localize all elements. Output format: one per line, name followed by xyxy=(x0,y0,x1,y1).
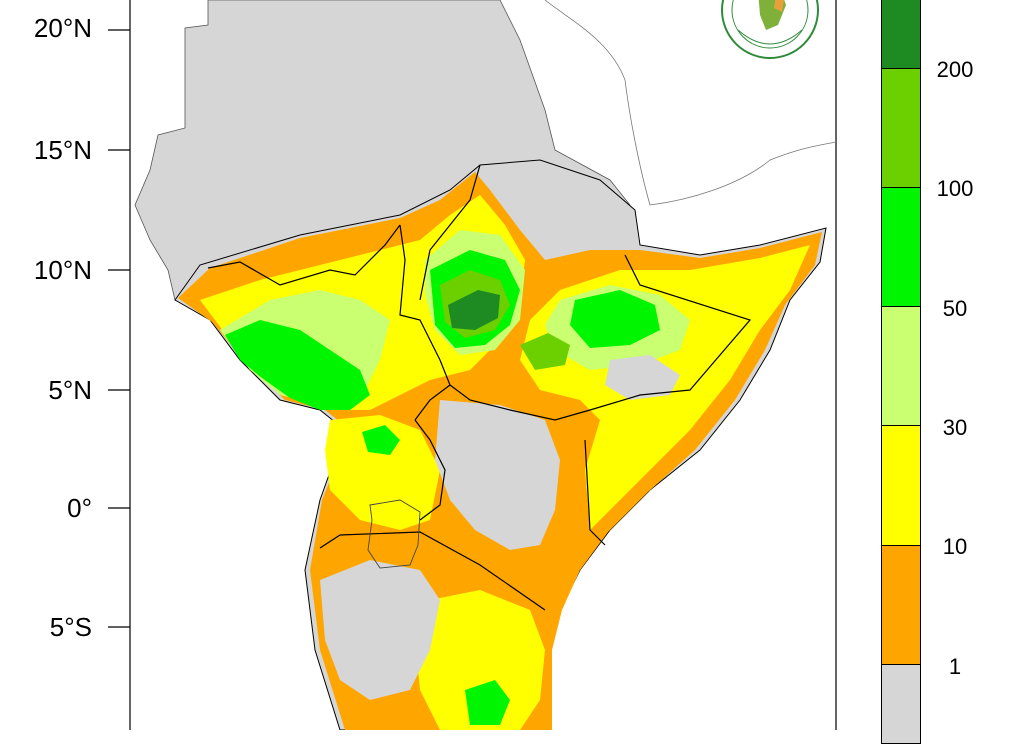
colorbar-label-30: 30 xyxy=(942,415,968,440)
dry-area-south xyxy=(320,560,440,700)
colorbar-label-100: 100 xyxy=(936,176,974,201)
rain-band-yellow-tanzania xyxy=(415,590,545,730)
rain-band-darkgreen xyxy=(448,290,500,330)
rain-band-green-east xyxy=(570,290,660,348)
colorbar-swatch-100-200 xyxy=(881,68,921,188)
colorbar-swatch-200-plus xyxy=(881,0,921,69)
arabia-outline xyxy=(544,0,837,206)
colorbar-label-10: 10 xyxy=(942,534,968,559)
colorbar-swatch-below-1 xyxy=(881,664,921,744)
colorbar-swatch-50-100 xyxy=(881,187,921,307)
colorbar-swatch-1-10 xyxy=(881,545,921,665)
lat-label-15n: 15°N xyxy=(33,135,92,165)
lat-label-5s: 5°S xyxy=(49,612,92,642)
colorbar-label-1: 1 xyxy=(948,654,962,679)
dry-area-ethiopia xyxy=(520,165,615,255)
rain-band-medgreen-east xyxy=(520,333,570,370)
dry-area-central xyxy=(435,400,560,550)
colorbar xyxy=(881,0,923,744)
rain-band-yellow-south xyxy=(325,415,440,530)
dry-area-ogaden xyxy=(605,355,680,400)
lat-label-5n: 5°N xyxy=(48,375,92,405)
rain-band-green-lake xyxy=(362,425,400,455)
country-borders xyxy=(207,164,752,611)
lake-victoria xyxy=(367,499,421,569)
rain-band-green-ss xyxy=(225,320,370,410)
lat-label-20n: 20°N xyxy=(33,13,92,43)
colorbar-swatch-30-50 xyxy=(881,306,921,426)
igad-logo xyxy=(721,0,819,59)
colorbar-label-50: 50 xyxy=(942,296,968,321)
colorbar-label-200: 200 xyxy=(936,57,974,82)
lat-label-10n: 10°N xyxy=(33,255,92,285)
lat-label-0: 0° xyxy=(67,493,92,523)
lat-ticks xyxy=(108,29,130,628)
colorbar-swatch-10-30 xyxy=(881,425,921,546)
rain-band-green-tz xyxy=(465,680,510,725)
